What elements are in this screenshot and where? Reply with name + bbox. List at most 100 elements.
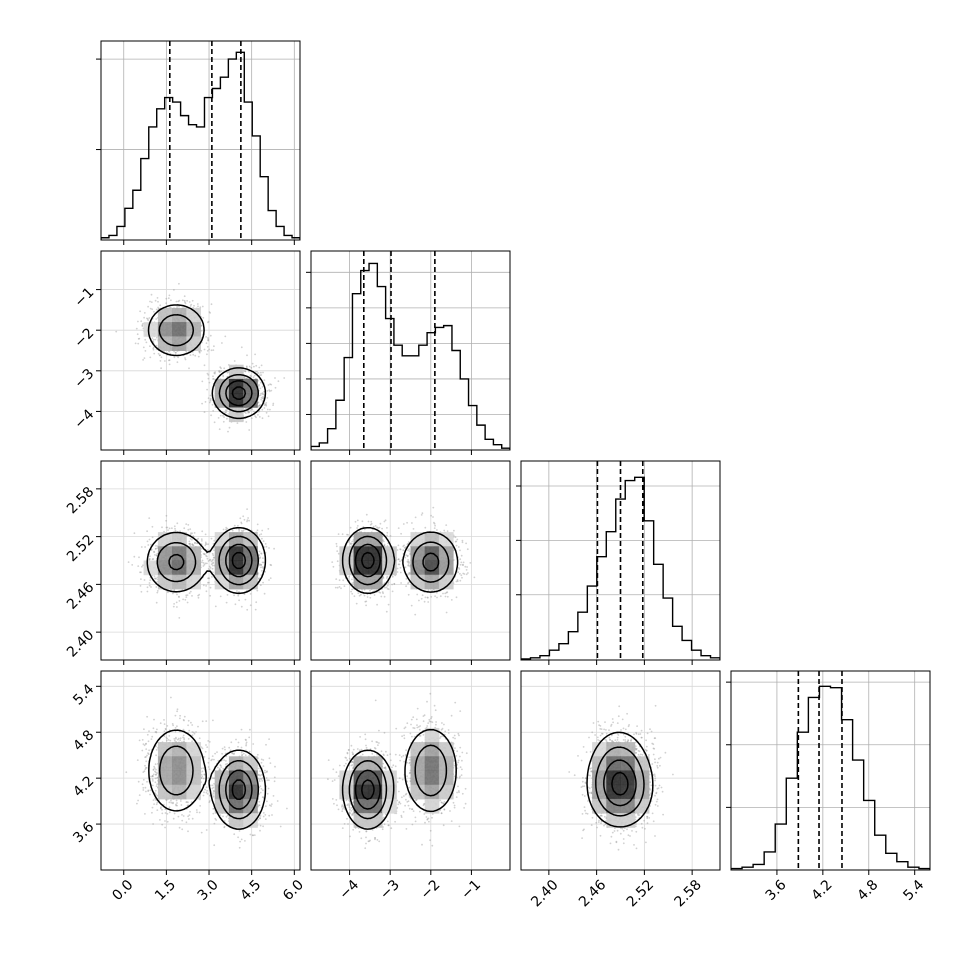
scatter-point	[156, 297, 159, 299]
density-cell	[186, 336, 201, 351]
scatter-point	[204, 533, 207, 536]
scatter-point	[115, 330, 118, 333]
scatter-point	[141, 325, 144, 327]
scatter-point	[237, 524, 239, 527]
scatter-point	[153, 575, 156, 578]
scatter-point	[207, 560, 210, 562]
scatter-point	[140, 320, 143, 323]
scatter-point	[148, 538, 151, 541]
scatter-point	[403, 546, 406, 549]
scatter-point	[260, 364, 263, 367]
scatter-point	[143, 316, 146, 319]
scatter-point	[189, 354, 192, 356]
scatter-point	[410, 604, 413, 607]
scatter-point	[402, 523, 405, 525]
scatter-point	[222, 420, 225, 423]
scatter-point	[236, 422, 239, 424]
scatter-point	[179, 530, 182, 533]
scatter-point	[178, 299, 181, 302]
scatter-point	[462, 572, 465, 575]
scatter-point	[381, 591, 384, 593]
scatter-point	[393, 583, 396, 585]
scatter-point	[259, 404, 262, 406]
scatter-point	[360, 593, 362, 596]
scatter-point	[214, 372, 216, 375]
scatter-point	[397, 527, 400, 529]
scatter-point	[153, 551, 156, 553]
scatter-point	[176, 305, 179, 308]
scatter-point	[272, 404, 274, 406]
scatter-point	[165, 514, 168, 517]
scatter-point	[260, 552, 262, 555]
scatter-point	[466, 548, 469, 551]
scatter-point	[444, 592, 447, 595]
scatter-point	[379, 522, 382, 525]
scatter-point	[379, 591, 382, 594]
scatter-point	[188, 540, 191, 543]
scatter-point	[197, 596, 200, 599]
scatter-point	[220, 367, 222, 370]
scatter-point	[144, 350, 147, 352]
scatter-point	[189, 533, 192, 536]
scatter-point	[408, 573, 410, 576]
scatter-point	[209, 567, 212, 569]
density-cell	[172, 546, 187, 561]
scatter-point	[203, 563, 206, 566]
scatter-point	[436, 596, 438, 599]
scatter-point	[361, 520, 364, 523]
scatter-point	[218, 370, 221, 373]
scatter-point	[386, 531, 389, 534]
scatter-point	[146, 590, 149, 593]
scatter-point	[193, 532, 196, 534]
scatter-point	[462, 563, 464, 566]
scatter-point	[283, 377, 286, 379]
scatter-point	[211, 403, 214, 406]
scatter-point	[155, 554, 158, 557]
scatter-point	[191, 299, 194, 302]
scatter-point	[356, 525, 359, 527]
scatter-point	[150, 293, 153, 296]
scatter-point	[139, 310, 142, 313]
scatter-point	[154, 578, 157, 580]
scatter-point	[159, 354, 161, 357]
scatter-point	[192, 544, 195, 547]
scatter-point	[416, 593, 419, 596]
scatter-point	[269, 408, 271, 411]
scatter-point	[260, 392, 262, 395]
scatter-point	[248, 519, 251, 522]
scatter-point	[259, 563, 261, 565]
scatter-point	[200, 547, 203, 550]
panel-frame	[310, 250, 511, 451]
scatter-point	[258, 384, 260, 386]
scatter-point	[153, 352, 156, 355]
scatter-point	[411, 522, 413, 524]
scatter-point	[135, 327, 138, 330]
scatter-point	[248, 411, 251, 414]
scatter-point	[257, 385, 260, 387]
scatter-point	[156, 336, 158, 339]
scatter-point	[188, 543, 191, 545]
scatter-point	[444, 595, 447, 598]
scatter-point	[203, 348, 206, 351]
density-cell	[214, 378, 230, 394]
scatter-point	[206, 372, 209, 375]
scatter-point	[149, 555, 151, 558]
scatter-point	[186, 300, 189, 302]
scatter-point	[186, 601, 189, 604]
scatter-point	[261, 537, 263, 540]
scatter-point	[139, 585, 142, 587]
scatter-point	[386, 584, 389, 587]
scatter-point	[231, 529, 234, 532]
scatter-point	[242, 529, 245, 532]
scatter-point	[184, 302, 187, 305]
scatter-point	[265, 403, 267, 406]
scatter-point	[252, 376, 255, 379]
scatter-point	[347, 534, 349, 536]
scatter-point	[347, 541, 350, 543]
density-cell	[243, 532, 258, 547]
scatter-point	[204, 401, 207, 403]
scatter-point	[156, 547, 159, 549]
scatter-point	[404, 566, 407, 569]
scatter-point	[397, 563, 400, 566]
scatter-point	[176, 606, 178, 608]
